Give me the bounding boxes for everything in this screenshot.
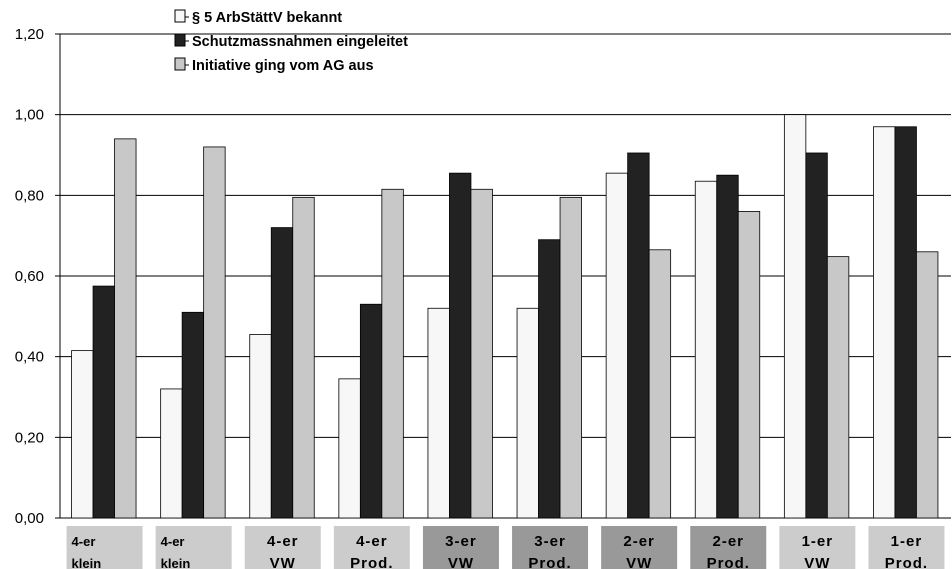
- bar: [716, 174, 739, 519]
- category-label: Prod.: [528, 555, 571, 569]
- legend: § 5 ArbStättV bekannt Schutzmassnahmen ei…: [174, 9, 408, 74]
- category-label-box: [512, 526, 589, 569]
- category-label: 4-er: [356, 533, 388, 550]
- category-label: 3-er: [534, 533, 566, 550]
- category-label-box: [244, 526, 321, 569]
- y-tick-label: 1,00: [15, 107, 44, 124]
- bar: [694, 180, 718, 519]
- category-label: VW: [804, 555, 830, 569]
- category-label-box: [422, 526, 499, 569]
- category-label: 4-er: [72, 534, 96, 549]
- bar: [292, 196, 315, 519]
- category-label-box: [155, 526, 232, 569]
- bar: [916, 251, 939, 519]
- category-label: VW: [626, 555, 652, 569]
- y-tick-label: 0,80: [15, 187, 44, 204]
- bar: [737, 211, 761, 519]
- y-tick-label: 0,00: [15, 510, 44, 527]
- y-tick-label: 0,40: [15, 349, 44, 366]
- bar: [826, 256, 850, 519]
- bar: [559, 196, 582, 519]
- bar: [449, 172, 472, 519]
- category-label-box: [66, 526, 143, 569]
- bar: [873, 126, 896, 519]
- category-label-box: [868, 526, 945, 569]
- category-label: Prod.: [885, 555, 928, 569]
- category-label: 2-er: [712, 533, 744, 550]
- category-label: Prod.: [350, 555, 393, 569]
- bar: [181, 311, 205, 519]
- legend-label: Schutzmassnahmen eingeleitet: [192, 34, 408, 50]
- bar: [203, 146, 226, 519]
- bar: [92, 285, 115, 519]
- bar: [381, 188, 404, 519]
- category-label-box: [690, 526, 767, 569]
- legend-swatch: [174, 9, 186, 23]
- category-labels: 4-er klein 4-er klein 4-er VW 4-er Prod. 3-er VW 3…: [66, 526, 945, 569]
- category-label-box: [601, 526, 678, 569]
- y-tick-label: 1,20: [15, 26, 44, 43]
- category-label: 2-er: [623, 533, 655, 550]
- category-label: VW: [448, 555, 474, 569]
- bar: [114, 138, 137, 519]
- bar: [338, 378, 361, 519]
- category-label: klein: [161, 556, 191, 569]
- legend-label: Initiative ging vom AG aus: [192, 58, 374, 74]
- category-label: klein: [72, 556, 102, 569]
- bar: [538, 239, 561, 519]
- y-tick-label: 0,20: [15, 429, 44, 446]
- category-label-box: [779, 526, 856, 569]
- category-label: 4-er: [161, 534, 185, 549]
- category-label-box: [333, 526, 410, 569]
- bar: [470, 188, 493, 519]
- bar: [427, 307, 450, 519]
- category-label: 1-er: [802, 533, 834, 550]
- y-tick-label: 0,60: [15, 268, 44, 285]
- bar: [648, 249, 672, 519]
- bar: [160, 388, 183, 519]
- legend-swatch: [174, 33, 186, 47]
- bar: [249, 334, 272, 519]
- bar: [71, 350, 94, 519]
- legend-swatch: [174, 57, 186, 71]
- bars: [71, 114, 939, 519]
- bar: [783, 114, 807, 519]
- category-label: VW: [270, 555, 296, 569]
- category-label: 4-er: [267, 533, 299, 550]
- bar: [270, 227, 294, 519]
- legend-label: § 5 ArbStättV bekannt: [192, 10, 342, 26]
- category-label: Prod.: [707, 555, 750, 569]
- bar: [359, 303, 383, 519]
- bar: [516, 307, 539, 519]
- bar: [805, 152, 828, 519]
- bar: [894, 126, 917, 519]
- category-label: 3-er: [445, 533, 477, 550]
- bar: [605, 172, 629, 519]
- bar: [627, 152, 650, 519]
- category-label: 1-er: [891, 533, 923, 550]
